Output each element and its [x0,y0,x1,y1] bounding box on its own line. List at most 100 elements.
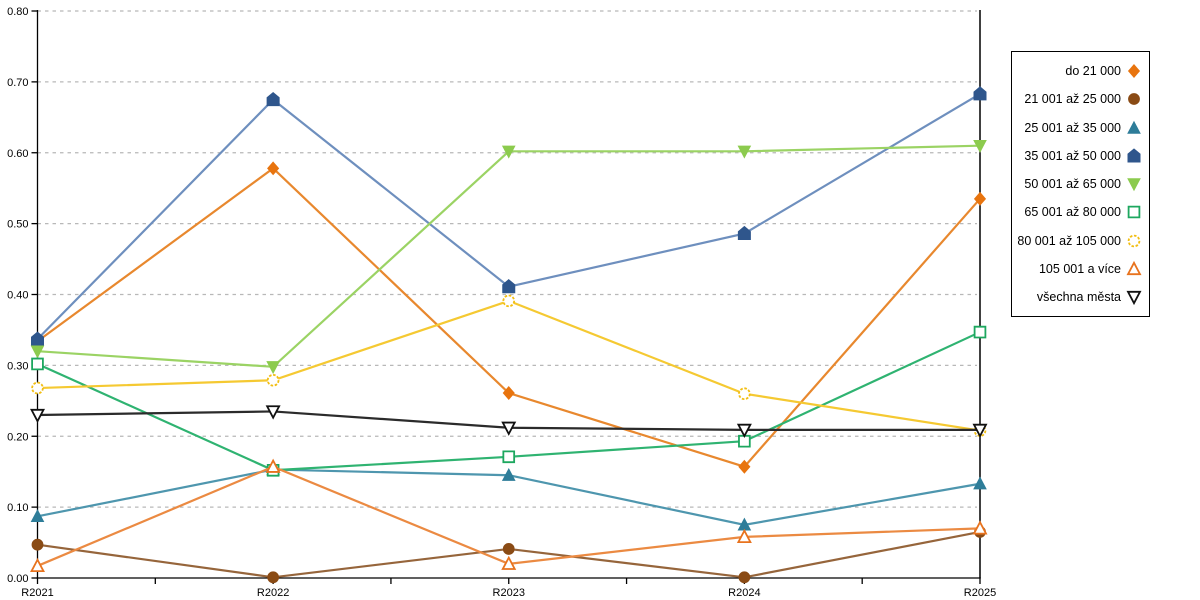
legend-item-label: 105 001 a více [1038,261,1121,276]
triangle-down-marker-icon [737,145,752,159]
legend-item-6: 80 001 až 105 000 [1012,230,1149,252]
circle-marker-icon [1128,93,1140,106]
y-tick-label: 0.20 [7,431,28,443]
series-line [37,331,981,472]
triangle-down-marker-icon [972,423,988,439]
pentagon-marker-icon [266,91,280,107]
diamond-legend-icon [1127,64,1141,78]
triangle-down-marker-icon [973,139,987,153]
series-1 [31,526,986,584]
sun-circle-marker-icon [738,387,751,401]
triangle-down-marker-icon [501,145,516,159]
x-tick-label: R2021 [21,587,53,599]
circle-marker-icon [267,571,280,584]
triangle-down-legend-icon [1126,290,1142,305]
y-tick-label: 0.60 [7,148,28,160]
triangle-down-marker-icon [266,361,280,375]
series-6 [31,294,987,437]
circle-marker-icon [31,538,44,551]
pentagon-marker-icon [973,86,987,101]
x-tick-label: R2024 [728,587,760,599]
y-tick-label: 0.70 [7,77,28,89]
square-marker-icon [1127,205,1141,219]
triangle-down-marker-icon [265,405,281,420]
diamond-marker-icon [267,161,280,176]
legend-item-label: 80 001 až 105 000 [1017,233,1121,248]
triangle-up-marker-icon [265,458,281,473]
legend-item-label: 25 001 až 35 000 [1024,120,1121,135]
triangle-up-marker-icon [30,557,45,573]
legend-item-label: 21 001 až 25 000 [1024,92,1121,107]
triangle-down-marker-icon [1127,178,1141,192]
sun-circle-marker-icon [266,373,280,387]
legend-item-label: 35 001 až 50 000 [1024,148,1121,163]
x-tick-label: R2023 [493,587,525,599]
legend-item-4: 50 001 až 65 000 [1012,173,1149,195]
series-4 [30,139,987,375]
pentagon-marker-icon [737,225,751,241]
pentagon-marker-icon [502,279,516,294]
triangle-up-marker-icon [1127,120,1141,134]
triangle-down-marker-icon [30,408,45,424]
series-3 [31,86,987,346]
legend: do 21 000 21 001 až 25 000 25 001 až 35 00… [1011,51,1150,317]
legend-item-0: do 21 000 [1012,60,1149,82]
x-tick-label: R2025 [964,587,996,599]
y-tick-label: 0.80 [7,6,28,18]
legend-item-7: 105 001 a více [1012,258,1149,280]
circle-legend-icon [1128,93,1140,106]
diamond-marker-icon [1127,64,1141,78]
sun-circle-legend-icon [1127,234,1141,247]
y-tick-label: 0.10 [7,502,28,514]
series-8 [30,405,988,439]
triangle-up-legend-icon [1127,120,1141,134]
y-tick-label: 0.40 [7,290,28,302]
triangle-up-marker-icon [30,509,45,523]
series-7 [30,458,988,573]
pentagon-marker-icon [31,331,44,346]
triangle-up-marker-icon [501,555,517,570]
triangle-up-legend-icon [1126,260,1142,275]
triangle-down-marker-icon [1126,290,1142,305]
diamond-marker-icon [973,191,987,206]
legend-item-2: 25 001 až 35 000 [1012,117,1149,139]
triangle-down-legend-icon [1127,178,1141,192]
triangle-up-marker-icon [972,520,988,535]
series-line [37,299,981,432]
circle-marker-icon [502,543,515,555]
square-legend-icon [1127,205,1141,219]
y-tick-label: 0.30 [7,360,28,372]
square-marker-icon [502,450,516,464]
legend-item-5: 65 001 až 80 000 [1012,201,1149,223]
legend-item-8: všechna města [1012,286,1149,308]
sun-circle-marker-icon [502,294,516,308]
square-marker-icon [738,434,751,448]
diamond-marker-icon [738,459,751,474]
legend-item-1: 21 001 až 25 000 [1012,88,1149,110]
triangle-up-marker-icon [1126,260,1142,275]
legend-item-label: 65 001 až 80 000 [1024,205,1121,220]
x-tick-label: R2022 [257,587,289,599]
square-marker-icon [973,325,987,339]
triangle-down-marker-icon [736,423,752,439]
diamond-marker-icon [502,386,515,400]
legend-item-label: 50 001 až 65 000 [1024,177,1121,191]
square-marker-icon [31,357,44,371]
legend-item-label: do 21 000 [1065,64,1121,78]
legend-item-label: všechna města [1036,290,1121,304]
triangle-down-marker-icon [501,421,517,436]
sun-circle-marker-icon [1127,234,1141,247]
pentagon-legend-icon [1127,148,1141,163]
legend-item-3: 35 001 až 50 000 [1012,145,1149,167]
triangle-up-marker-icon [736,528,752,543]
pentagon-marker-icon [1127,148,1141,163]
triangle-down-marker-icon [30,345,45,359]
triangle-up-marker-icon [501,467,516,481]
series-5 [31,325,987,477]
sun-circle-marker-icon [31,381,44,395]
y-tick-label: 0.00 [7,573,28,585]
y-tick-label: 0.50 [7,219,28,231]
triangle-up-marker-icon [973,476,987,490]
